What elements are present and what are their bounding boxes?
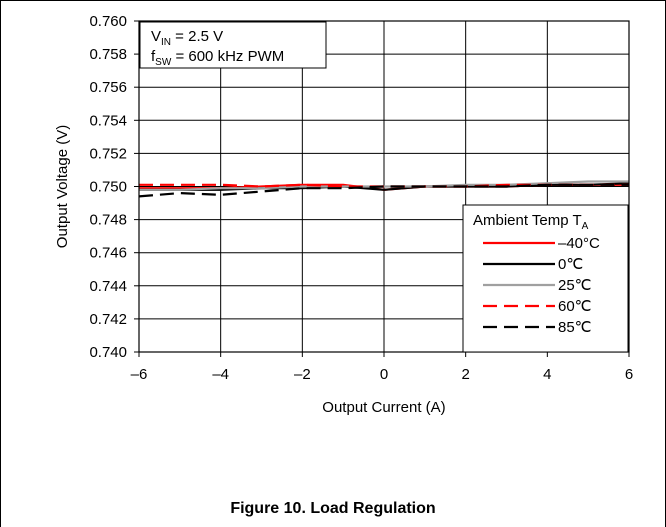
condition-vin: VIN = 2.5 V: [151, 28, 223, 48]
legend-label-0: 0℃: [558, 256, 583, 273]
y-tick-label: 0.760: [89, 13, 127, 30]
load-regulation-chart: –6 –4 –2 0 2 4 6 0.740 0.742 0.744 0.746 0.748 0.75…: [54, 13, 634, 416]
figure-caption: Figure 10. Load Regulation: [230, 500, 436, 517]
condition-fsw-value: = 600 kHz PWM: [171, 48, 284, 65]
condition-fsw: fSW = 600 kHz PWM: [151, 48, 284, 68]
x-tick-label: –6: [131, 366, 148, 383]
conditions-box-frame: [139, 21, 327, 69]
y-tick-label: 0.748: [89, 212, 127, 229]
y-tick-label: 0.752: [89, 145, 127, 162]
legend-label-25: 25℃: [558, 277, 592, 294]
x-tick-label: 6: [625, 366, 633, 383]
y-tick-labels: 0.740 0.742 0.744 0.746 0.748 0.750 0.752 0.754…: [89, 13, 127, 361]
series-line-25: [139, 180, 629, 191]
condition-vin-subscript: IN: [161, 37, 171, 48]
y-tick-label: 0.744: [89, 278, 127, 295]
y-tick-label: 0.746: [89, 245, 127, 262]
legend-label-85: 85℃: [558, 319, 592, 336]
legend-title-text: Ambient Temp T: [473, 212, 582, 229]
series-layer: [138, 180, 630, 198]
condition-fsw-subscript: SW: [155, 57, 172, 68]
legend-label-60: 60℃: [558, 298, 592, 315]
y-tick-label: 0.754: [89, 112, 127, 129]
axis-ticks: [134, 20, 630, 357]
x-tick-label: –4: [212, 366, 229, 383]
legend: Ambient Temp TA –40°C 0℃ 25℃ 60℃ 85℃: [462, 204, 629, 353]
y-tick-label: 0.758: [89, 46, 127, 63]
x-tick-label: 4: [543, 366, 551, 383]
y-tick-label: 0.742: [89, 311, 127, 328]
legend-label-40-C: –40°C: [558, 235, 600, 252]
condition-fsw-symbol: f: [151, 48, 156, 65]
legend-items: –40°C 0℃ 25℃ 60℃ 85℃: [483, 235, 600, 336]
x-axis-label: Output Current (A): [322, 399, 445, 416]
x-tick-label: 0: [380, 366, 388, 383]
x-tick-label: 2: [461, 366, 469, 383]
series-line-85: [138, 183, 629, 198]
y-tick-label: 0.750: [89, 179, 127, 196]
condition-vin-symbol: V: [151, 28, 161, 45]
y-axis-label: Output Voltage (V): [54, 125, 71, 248]
y-tick-label: 0.756: [89, 79, 127, 96]
condition-vin-value: = 2.5 V: [171, 28, 223, 45]
legend-title: Ambient Temp TA: [473, 212, 589, 232]
legend-title-subscript: A: [582, 221, 589, 232]
x-tick-label: –2: [294, 366, 311, 383]
y-tick-label: 0.740: [89, 344, 127, 361]
x-tick-labels: –6 –4 –2 0 2 4 6: [131, 366, 634, 383]
conditions-box: VIN = 2.5 V fSW = 600 kHz PWM: [139, 21, 327, 69]
